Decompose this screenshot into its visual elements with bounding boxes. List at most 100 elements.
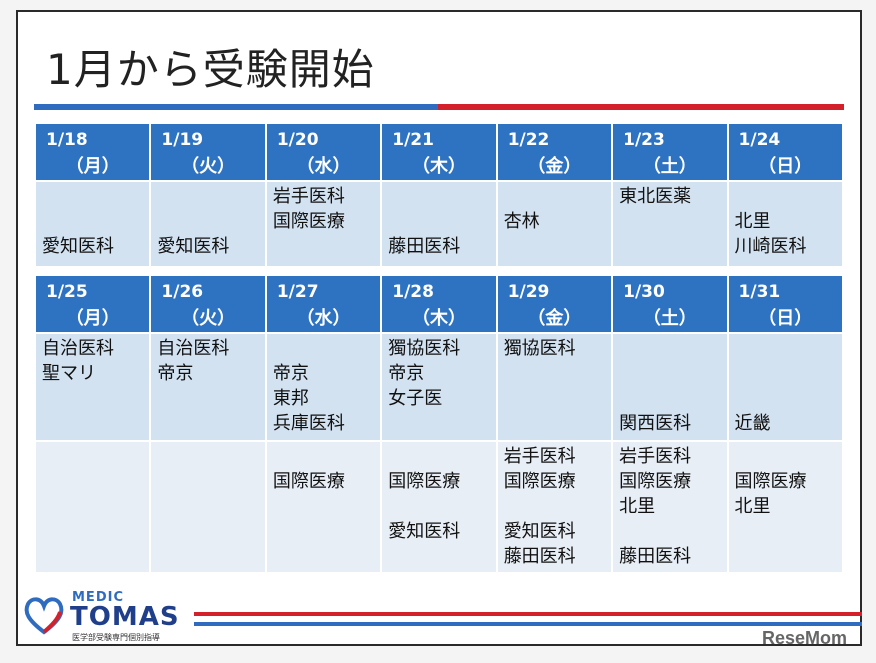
exam-name xyxy=(388,184,489,209)
date-label: 1/25 xyxy=(46,282,88,302)
exam-name: 兵庫医科 xyxy=(272,413,345,434)
weekday-label: （金） xyxy=(527,308,582,329)
weekday-label: （火） xyxy=(181,308,236,329)
day-header: 1/20 （水） xyxy=(266,124,381,180)
exam-name xyxy=(619,336,720,361)
exam-name: 岩手医科 xyxy=(503,446,576,467)
exam-name: 帝京 xyxy=(157,363,194,384)
logo-medic-text: MEDIC xyxy=(72,590,124,605)
exam-name xyxy=(504,361,605,386)
exam-cell: 近畿 xyxy=(728,334,842,440)
exam-cell: 国際医療 愛知医科 xyxy=(382,442,496,572)
exam-name: 国際医療 xyxy=(503,471,576,492)
tomas-logo: MEDIC TOMAS 医学部受験専門個別指導 xyxy=(22,590,192,644)
exam-name: 岩手医科 xyxy=(619,446,692,467)
weekday-label: （日） xyxy=(758,156,813,177)
exam-name: 国際医療 xyxy=(388,471,461,492)
exam-name: 川崎医科 xyxy=(734,236,807,257)
weekday-label: （土） xyxy=(642,156,697,177)
heart-logo-icon xyxy=(24,597,64,635)
exam-cell: 獨協医科 帝京 女子医 xyxy=(382,334,496,440)
exam-cell: 愛知医科 xyxy=(36,182,150,266)
exam-cell: 国際医療 北里 xyxy=(728,442,842,572)
exam-name xyxy=(273,519,374,544)
day-header: 1/26 （火） xyxy=(151,276,265,332)
date-label: 1/28 xyxy=(392,282,434,302)
exam-name: 愛知医科 xyxy=(157,236,230,257)
exam-name xyxy=(157,411,258,436)
day-header: 1/22 （金） xyxy=(497,124,612,180)
weekday-label: （土） xyxy=(642,308,697,329)
exam-cell: 帝京 東邦 兵庫医科 xyxy=(266,334,381,440)
exam-name: 杏林 xyxy=(503,211,540,232)
date-label: 1/21 xyxy=(392,130,434,150)
exam-name: 東邦 xyxy=(272,388,309,409)
footer-rule-red xyxy=(194,612,862,616)
day-header: 1/18 （月） xyxy=(36,124,150,180)
exam-cell xyxy=(151,442,265,572)
exam-name xyxy=(504,494,605,519)
exam-name: 獨協医科 xyxy=(503,338,576,359)
exam-cell: 国際医療 xyxy=(266,442,381,572)
exam-name xyxy=(735,361,836,386)
exam-name: 関西医科 xyxy=(619,413,692,434)
week1-header-row: 1/18 （月） 1/19 （火） 1/20 （水） 1/21 （木） 1/22 （金） … xyxy=(36,124,842,180)
weekday-label: （木） xyxy=(411,308,466,329)
exam-cell: 北里 川崎医科 xyxy=(728,182,842,266)
exam-name: 女子医 xyxy=(388,388,443,409)
weekday-label: （木） xyxy=(411,156,466,177)
exam-name xyxy=(388,444,489,469)
exam-name xyxy=(157,469,258,494)
date-label: 1/18 xyxy=(46,130,88,150)
exam-cell: 愛知医科 xyxy=(151,182,265,266)
exam-name xyxy=(504,411,605,436)
weekday-label: （金） xyxy=(527,156,582,177)
date-label: 1/30 xyxy=(623,282,665,302)
exam-name xyxy=(42,519,143,544)
week2-lower-row: 国際医療 国際医療 愛知医科 岩手医科 国際医療 愛知医科 藤田医科 岩手医科 国際医… xyxy=(36,442,842,572)
exam-name: 愛知医科 xyxy=(503,521,576,542)
exam-name xyxy=(735,519,836,544)
exam-name: 自治医科 xyxy=(42,338,114,359)
exam-name: 藤田医科 xyxy=(619,546,692,567)
exam-name: 近畿 xyxy=(734,413,771,434)
exam-name: 国際医療 xyxy=(734,471,807,492)
exam-name xyxy=(619,519,720,544)
exam-cell: 藤田医科 xyxy=(382,182,496,266)
exam-name xyxy=(157,544,258,569)
day-header: 1/23 （土） xyxy=(613,124,727,180)
exam-cell: 岩手医科 国際医療 愛知医科 藤田医科 xyxy=(497,442,612,572)
date-label: 1/26 xyxy=(161,282,204,302)
exam-name xyxy=(388,411,489,436)
footer-rule-blue xyxy=(194,622,862,626)
exam-name xyxy=(273,234,374,259)
week2-header-row: 1/25 （月） 1/26 （火） 1/27 （水） 1/28 （木） 1/29 （金） … xyxy=(36,276,842,332)
day-header: 1/31 （日） xyxy=(728,276,842,332)
day-header: 1/28 （木） xyxy=(382,276,496,332)
exam-name: 聖マリ xyxy=(42,363,96,384)
weekday-label: （火） xyxy=(181,156,236,177)
exam-cell: 岩手医科 国際医療 北里 藤田医科 xyxy=(613,442,727,572)
exam-name: 国際医療 xyxy=(619,471,692,492)
exam-name xyxy=(157,444,258,469)
exam-name xyxy=(42,444,143,469)
exam-name xyxy=(42,209,143,234)
exam-name xyxy=(42,494,143,519)
date-label: 1/31 xyxy=(738,282,781,302)
exam-name xyxy=(619,234,720,259)
exam-name xyxy=(388,494,489,519)
exam-calendar: 1/18 （月） 1/19 （火） 1/20 （水） 1/21 （木） 1/22 （金） … xyxy=(34,122,844,574)
weekday-label: （水） xyxy=(296,156,351,177)
day-header: 1/25 （月） xyxy=(36,276,150,332)
exam-name: 愛知医科 xyxy=(388,521,461,542)
weekday-label: （日） xyxy=(758,308,813,329)
exam-name xyxy=(388,544,489,569)
exam-name xyxy=(157,184,258,209)
exam-cell: 関西医科 xyxy=(613,334,727,440)
exam-cell: 杏林 xyxy=(497,182,612,266)
exam-name xyxy=(273,336,374,361)
exam-name xyxy=(42,184,143,209)
exam-name xyxy=(157,386,258,411)
exam-cell: 自治医科 帝京 xyxy=(151,334,265,440)
title-rule-blue xyxy=(34,104,438,110)
